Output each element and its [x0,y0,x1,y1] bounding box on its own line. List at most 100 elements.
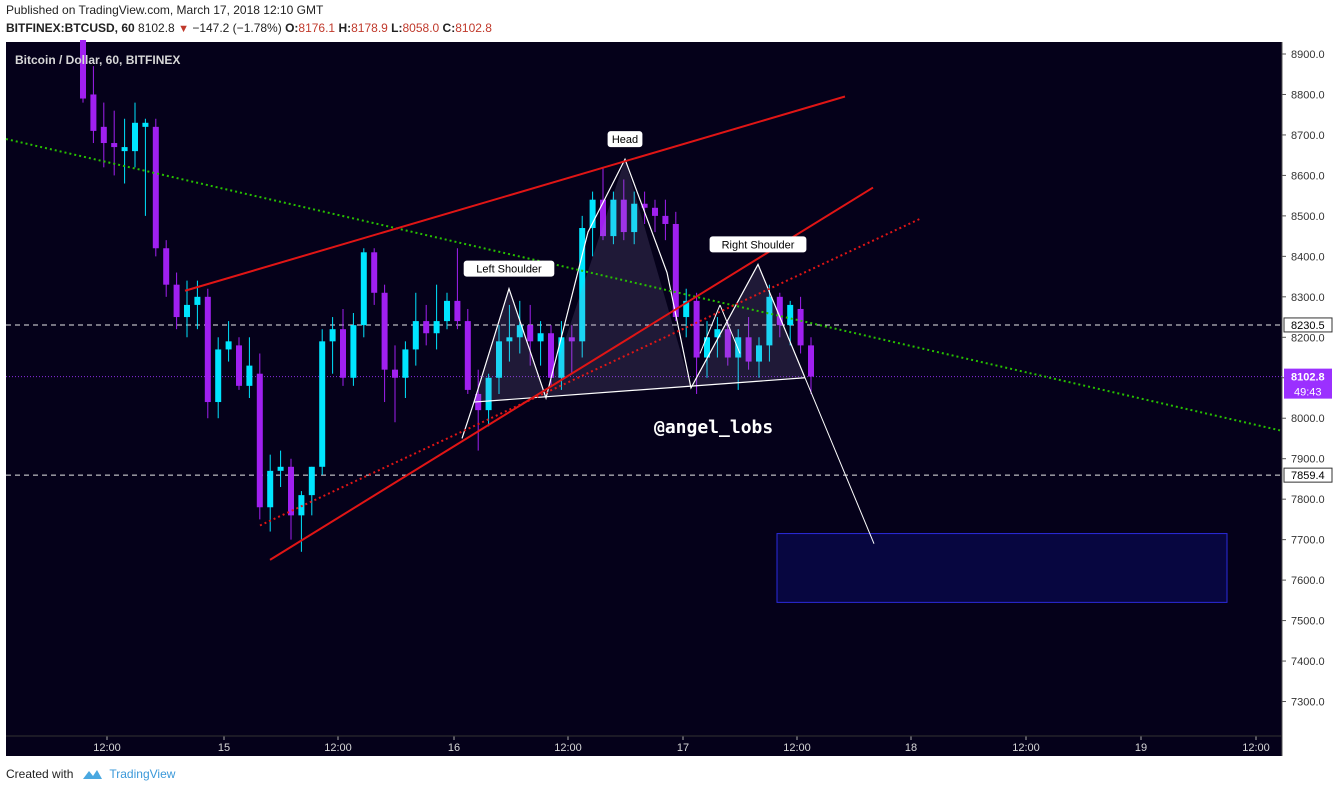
candle-body [579,228,586,342]
candle-body [350,325,357,378]
low-value: 8058.0 [402,21,440,35]
price-tick-label: 7900.0 [1291,454,1325,466]
candle-body [485,377,492,411]
price-tick-label: 8700.0 [1291,130,1325,142]
candle-body [152,126,159,249]
close-value: 8102.8 [455,21,492,35]
candle-body [766,296,773,346]
candle-body [506,337,513,342]
candle-body [100,126,107,144]
candle-body [204,296,211,403]
level-badge-label: 8230.5 [1291,320,1325,332]
candle-body [787,304,794,326]
candle-body [662,215,669,224]
candle-body [464,321,471,390]
candle-body [558,337,565,378]
published-text: Published on TradingView.com, March 17, … [6,3,324,17]
tradingview-link[interactable]: TradingView [109,767,176,781]
open-value: 8176.1 [298,21,336,35]
pattern-label: Head [612,134,638,146]
projection-line [804,377,875,544]
open-label: O: [285,21,299,35]
price-tick-label: 7300.0 [1291,697,1325,709]
candle-body [90,94,97,131]
candle-body [194,296,201,305]
candle-body [225,341,232,350]
level-badge-label: 7859.4 [1291,470,1325,482]
candle-body [735,337,742,358]
close-label: C: [442,21,456,35]
candle-body [568,337,575,342]
time-tick-label: 12:00 [1012,742,1040,754]
level-badge [1283,317,1333,333]
candle-body [641,203,648,208]
candle-body [215,349,222,403]
time-tick-label: 17 [677,742,689,754]
time-tick-label: 12:00 [93,742,121,754]
price-axis[interactable] [1282,42,1336,756]
pattern-label-box [709,236,807,253]
candle-body [516,325,523,338]
red-dotted-trendline [259,216,923,527]
candle-body [724,329,731,358]
down-arrow-icon: ▼ [178,23,189,35]
pattern-label: Left Shoulder [476,264,542,276]
level-badge [1283,467,1333,483]
price-tick-label: 8300.0 [1291,292,1325,304]
candle-body [111,143,118,148]
candle-body [392,369,398,378]
price-tick-label: 8900.0 [1291,49,1325,61]
time-tick-label: 12:00 [554,742,582,754]
candle-body [308,466,315,496]
candle-body [756,345,762,362]
candle-body [163,248,170,285]
candle-body [454,300,461,322]
hs-pattern-fill [474,159,805,403]
time-tick-label: 16 [448,742,460,754]
candle-body [704,337,710,358]
candle-body [797,308,804,346]
candle-body [527,325,534,342]
candle-body [652,207,658,216]
price-change: −147.2 (−1.78%) [192,21,282,35]
candle-body [329,329,336,342]
candle-body [693,300,700,358]
price-tick-label: 8600.0 [1291,170,1325,182]
candle-body [548,333,554,378]
candle-body [80,40,86,99]
pattern-label: Right Shoulder [722,239,795,251]
time-tick-label: 15 [218,742,230,754]
neckline [473,377,806,403]
candle-body [808,345,814,377]
candle-body [402,349,409,378]
symbol-ohlc-line: BITFINEX:BTCUSD, 60 8102.8 ▼ −147.2 (−1.… [6,21,492,35]
price-tick-label: 8000.0 [1291,413,1325,425]
price-tick-label: 8400.0 [1291,251,1325,263]
candle-body [433,321,440,334]
hs-pattern-outline [461,157,806,439]
candle-body [537,333,544,342]
time-tick-label: 19 [1135,742,1147,754]
candle-body [444,300,450,322]
price-chart[interactable]: 8900.0 8800.0 8700.0 8600.0 8500.0 8400.0 8300… [0,40,1342,758]
right-shoulder-wave [699,304,721,354]
price-tick-label: 7700.0 [1291,535,1325,547]
candle-body [236,345,242,386]
tradingview-cloud-icon [83,770,103,779]
time-tick-label: 12:00 [783,742,811,754]
candle-body [620,199,627,233]
candle-body [340,329,346,378]
price-tick-label: 8800.0 [1291,89,1325,101]
target-zone [776,533,1228,603]
candle-body [631,203,638,233]
time-tick-label: 18 [905,742,917,754]
candle-body [184,304,190,318]
price-tick-label: 7500.0 [1291,616,1325,628]
candle-body [173,284,180,318]
price-tick-label: 8200.0 [1291,332,1325,344]
watermark-text: @angel_lobs [654,417,773,438]
candle-body [267,470,274,508]
candle-body [672,223,679,318]
created-with-text: Created with [6,767,74,781]
candle-body [277,466,284,471]
